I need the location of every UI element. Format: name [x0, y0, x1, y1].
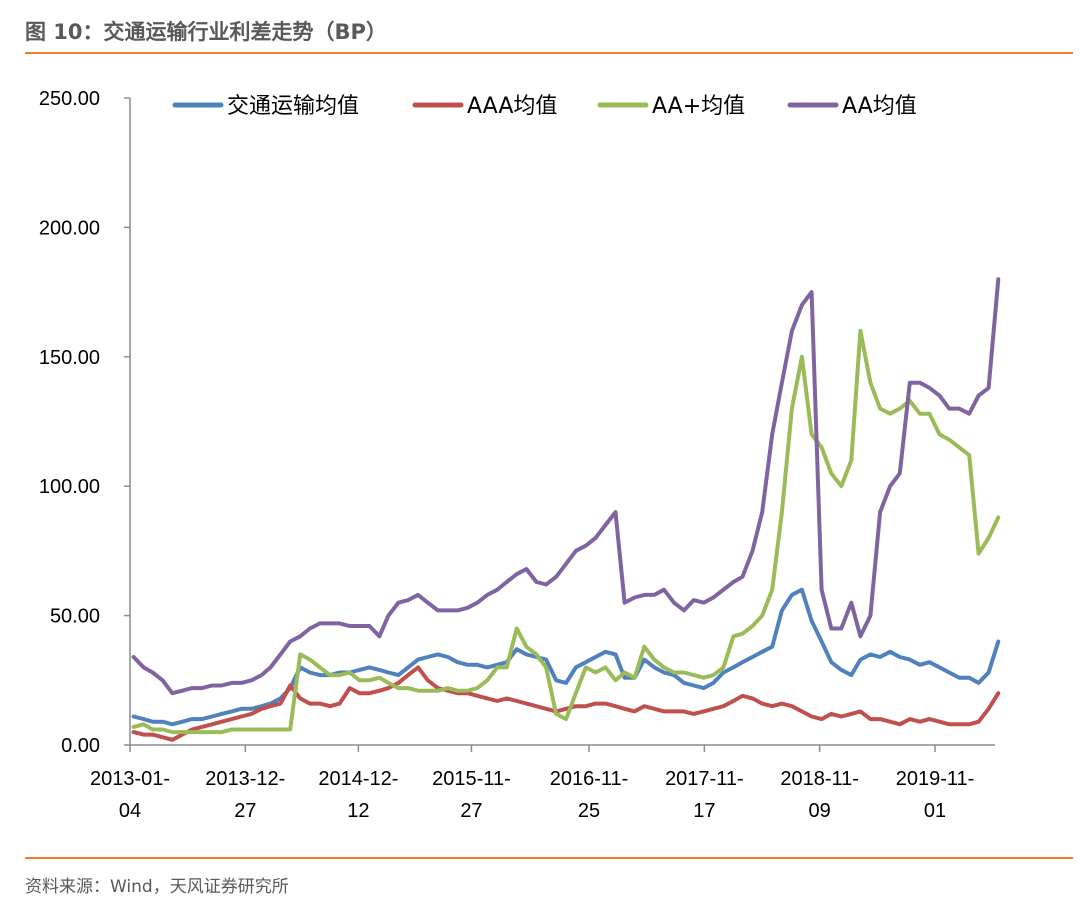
x-tick-label: 2013-01-: [90, 768, 170, 790]
x-tick-label: 2019-11-: [896, 768, 975, 790]
y-tick-label: 150.00: [39, 347, 100, 369]
x-tick-label: 12: [347, 800, 369, 822]
x-tick-label: 2015-11-: [432, 768, 511, 790]
x-tick-label: 27: [234, 800, 256, 822]
x-tick-label: 09: [809, 800, 831, 822]
series-line-1: [131, 665, 1001, 742]
y-tick-label: 50.00: [50, 606, 100, 628]
legend-label: AAA均值: [467, 94, 557, 119]
x-tick-label: 2014-12-: [318, 768, 398, 790]
legend-label: AA+均值: [652, 94, 745, 119]
x-tick-label: 2016-11-: [550, 768, 629, 790]
x-tick-label: 2013-12-: [205, 768, 285, 790]
series-line-2: [131, 328, 1001, 735]
source-note: 资料来源：Wind，天风证券研究所: [25, 877, 289, 897]
x-tick-label: 2017-11-: [665, 768, 744, 790]
x-tick-label: 27: [460, 800, 482, 822]
y-tick-label: 0.00: [61, 735, 100, 757]
x-tick-label: 2018-11-: [780, 768, 859, 790]
x-tick-label: 01: [924, 800, 946, 822]
y-tick-label: 200.00: [39, 217, 100, 239]
legend-label: AA均值: [842, 94, 917, 119]
figure-title: 图 10：交通运输行业利差走势（BP）: [25, 20, 387, 44]
x-tick-label: 04: [119, 800, 141, 822]
legend-label: 交通运输均值: [227, 94, 359, 119]
series-line-0: [131, 587, 1001, 727]
x-tick-label: 17: [693, 800, 715, 822]
y-tick-label: 250.00: [39, 88, 100, 110]
x-tick-label: 25: [578, 800, 600, 822]
series-line-3: [131, 277, 1001, 696]
top-divider: [25, 52, 1073, 54]
bottom-divider: [25, 857, 1073, 859]
y-tick-label: 100.00: [39, 476, 100, 498]
